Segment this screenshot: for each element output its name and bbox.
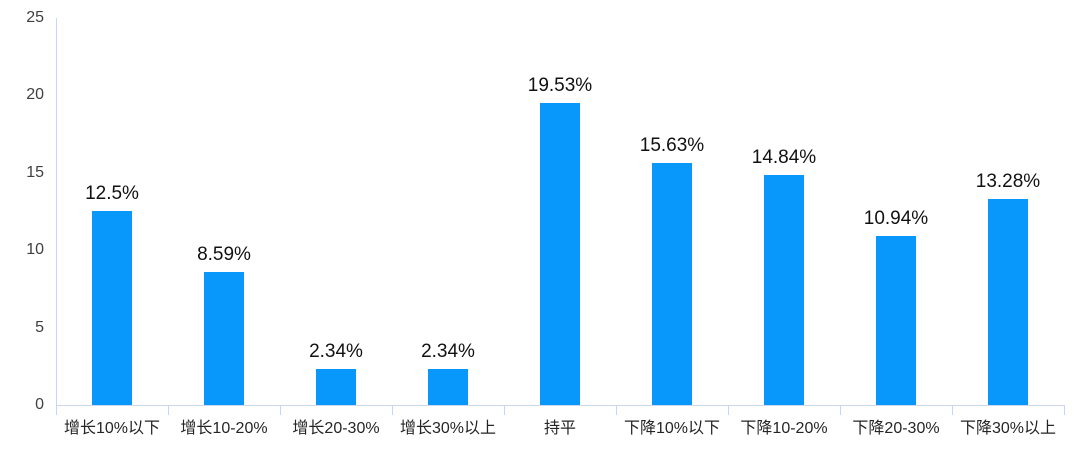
bar-7[interactable] — [764, 175, 804, 405]
bar-data-label: 14.84% — [751, 147, 817, 168]
x-axis-boundary-tick — [1064, 405, 1065, 415]
x-axis-category-label: 持平 — [543, 420, 576, 437]
bar-data-label: 2.34% — [309, 341, 363, 362]
bar-8[interactable] — [876, 236, 916, 405]
bar-data-label: 19.53% — [527, 75, 593, 96]
y-axis-line — [56, 18, 57, 414]
y-axis-tick-label: 20 — [26, 86, 44, 104]
x-axis-category-label: 增长20-30% — [292, 420, 380, 437]
x-axis-category-label: 增长10%以下 — [63, 420, 161, 437]
x-axis-boundary-tick — [728, 405, 729, 415]
y-axis-tick-label: 25 — [26, 9, 44, 26]
x-axis-boundary-tick — [952, 405, 953, 415]
bar-6[interactable] — [652, 163, 692, 405]
x-axis-category-label: 下降30%以上 — [959, 420, 1057, 437]
bar-2[interactable] — [204, 272, 244, 405]
bar-data-label: 2.34% — [421, 341, 475, 362]
x-axis-boundary-tick — [616, 405, 617, 415]
bar-9[interactable] — [988, 199, 1028, 405]
x-axis-category-label: 下降10%以下 — [623, 420, 721, 437]
y-axis-tick-label: 10 — [26, 241, 44, 259]
y-axis-tick-label: 0 — [35, 396, 44, 413]
bar-1[interactable] — [92, 211, 132, 405]
x-axis-boundary-tick — [392, 405, 393, 415]
y-axis-tick-label: 5 — [35, 318, 44, 336]
bar-data-label: 8.59% — [197, 244, 251, 265]
x-axis-boundary-tick — [504, 405, 505, 415]
x-axis-category-label: 下降20-30% — [852, 420, 940, 437]
bar-5[interactable] — [540, 103, 580, 405]
x-axis-category-label: 下降10-20% — [740, 420, 828, 437]
x-axis-category-label: 增长30%以上 — [399, 420, 497, 437]
x-axis-boundary-tick — [280, 405, 281, 415]
x-axis-boundary-tick — [168, 405, 169, 415]
x-axis-category-label: 增长10-20% — [180, 420, 268, 437]
x-axis-line — [56, 405, 1065, 406]
bar-3[interactable] — [316, 369, 356, 405]
bar-data-label: 13.28% — [975, 171, 1041, 192]
bar-data-label: 12.5% — [85, 183, 139, 204]
x-axis-boundary-tick — [56, 405, 57, 415]
bar-data-label: 15.63% — [639, 135, 705, 156]
bar-data-label: 10.94% — [863, 208, 929, 229]
y-axis-tick-label: 15 — [26, 163, 44, 181]
bar-4[interactable] — [428, 369, 468, 405]
x-axis-boundary-tick — [840, 405, 841, 415]
